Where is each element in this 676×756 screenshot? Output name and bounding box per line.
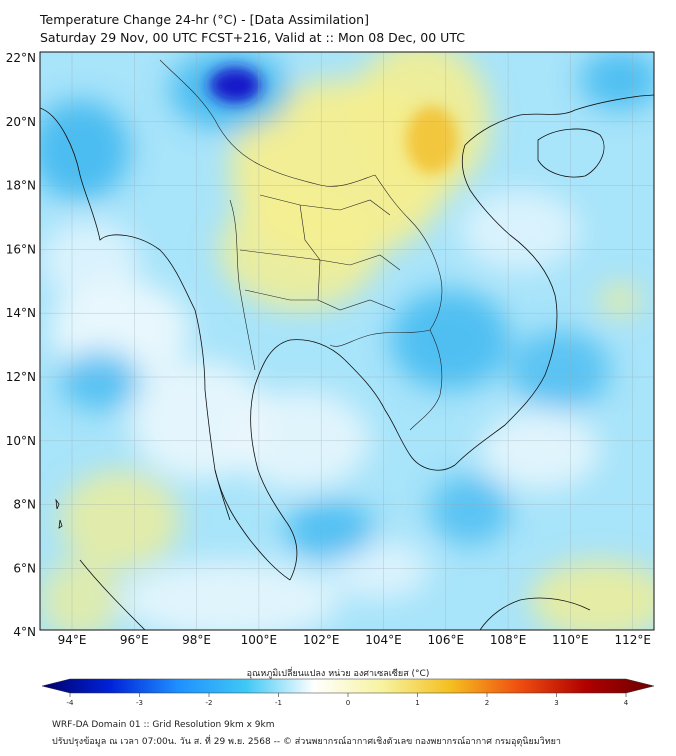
lat-label: 10°N xyxy=(6,434,36,448)
map-title: Temperature Change 24-hr (°C) - [Data As… xyxy=(40,12,369,27)
colorbar-tick: 0 xyxy=(346,699,350,707)
colorbar-tick: 2 xyxy=(485,699,489,707)
colorbar-tick: 3 xyxy=(554,699,558,707)
colorbar: -4 -3 -2 -1 0 1 2 3 4 xyxy=(41,678,655,707)
latitude-labels: 22°N 20°N 18°N 16°N 14°N 12°N 10°N 8°N 6°N 4°N xyxy=(6,51,36,639)
lon-label: 106°E xyxy=(428,633,465,647)
lon-label: 96°E xyxy=(120,633,149,647)
lat-label: 12°N xyxy=(6,370,36,384)
lat-label: 8°N xyxy=(13,498,36,512)
lon-label: 94°E xyxy=(58,633,87,647)
colorbar-tick: 1 xyxy=(415,699,419,707)
map-frame xyxy=(39,51,655,631)
lon-label: 98°E xyxy=(182,633,211,647)
lon-label: 104°E xyxy=(365,633,402,647)
lat-label: 18°N xyxy=(6,179,36,193)
lat-label: 14°N xyxy=(6,306,36,320)
lat-label: 6°N xyxy=(13,561,36,575)
temperature-field xyxy=(40,52,654,630)
lon-label: 108°E xyxy=(490,633,527,647)
lon-label: 112°E xyxy=(614,633,651,647)
national-borders xyxy=(159,59,443,431)
longitude-labels: 94°E 96°E 98°E 100°E 102°E 104°E 106°E 108°E 110… xyxy=(58,633,651,647)
colorbar-tick: -2 xyxy=(206,699,213,707)
lat-label: 20°N xyxy=(6,115,36,129)
lon-label: 110°E xyxy=(552,633,589,647)
colorbar-title: อุณหภูมิเปลี่ยนแปลง หน่วย องศาเซลเซียส (… xyxy=(246,669,430,679)
colorbar-tick: 4 xyxy=(624,699,629,707)
lat-label: 16°N xyxy=(6,242,36,256)
colorbar-tick: -3 xyxy=(136,699,143,707)
lat-label: 22°N xyxy=(6,51,36,65)
model-info: WRF-DA Domain 01 :: Grid Resolution 9km … xyxy=(52,720,275,730)
credit-line: ปรับปรุงข้อมูล ณ เวลา 07:00น. วัน ส. ที่… xyxy=(52,737,561,747)
lon-label: 100°E xyxy=(241,633,278,647)
lon-label: 102°E xyxy=(303,633,340,647)
colorbar-tick: -4 xyxy=(67,699,75,707)
lat-label: 4°N xyxy=(13,625,36,639)
coastlines xyxy=(40,94,654,630)
colorbar-tick: -1 xyxy=(275,699,282,707)
map-subtitle: Saturday 29 Nov, 00 UTC FCST+216, Valid … xyxy=(40,30,465,45)
